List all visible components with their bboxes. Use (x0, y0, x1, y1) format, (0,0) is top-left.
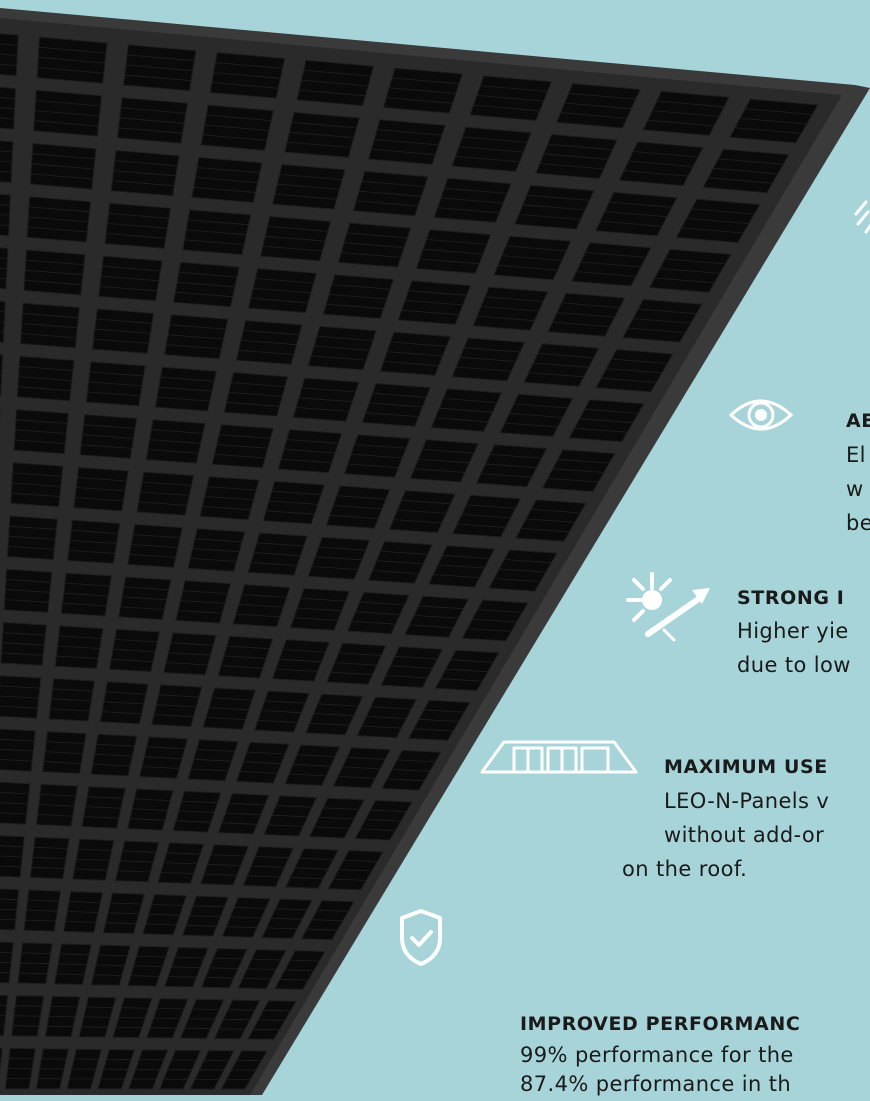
cell-busbar (51, 1006, 78, 1007)
cell-busbar (228, 1010, 255, 1011)
cell-busbar (86, 1007, 113, 1008)
cell-busbar (193, 1009, 220, 1010)
eye-icon (728, 393, 794, 437)
panel-cell (0, 137, 13, 183)
feature-4-line-3: on the roof. (622, 852, 747, 886)
sun-irradiance-icon (618, 570, 712, 642)
roof-panels-icon (478, 738, 638, 774)
panel-cell (0, 83, 16, 129)
cell-busbar (263, 1010, 290, 1011)
feature-2-line-2: w (846, 472, 864, 506)
feature-5-title: IMPROVED PERFORMANC (520, 1013, 800, 1035)
cell-busbar (84, 1017, 111, 1018)
feature-5-line-2: 87.4% performance in th (520, 1067, 791, 1101)
light-rays-icon (852, 196, 870, 236)
feature-2-title: AE (846, 410, 870, 432)
feature-3-title: STRONG I (737, 587, 844, 609)
cell-busbar (157, 1008, 184, 1009)
panel-cell (0, 190, 10, 236)
feature-2-line-3: be (846, 506, 870, 540)
cell-busbar (122, 1008, 149, 1009)
feature-4-line-1: LEO-N-Panels v (664, 784, 829, 818)
feature-4-title: MAXIMUM USE (664, 756, 828, 778)
feature-3-line-1: Higher yie (737, 614, 849, 648)
feature-2-line-1: El (846, 438, 866, 472)
panel-cell (0, 244, 8, 289)
cell-busbar (15, 1006, 42, 1007)
feature-3-line-2: due to low (737, 648, 851, 682)
feature-4-line-2: without add-or (664, 818, 824, 852)
cell-busbar (119, 1018, 146, 1019)
panel-cell (0, 29, 18, 75)
shield-check-icon (398, 908, 444, 966)
